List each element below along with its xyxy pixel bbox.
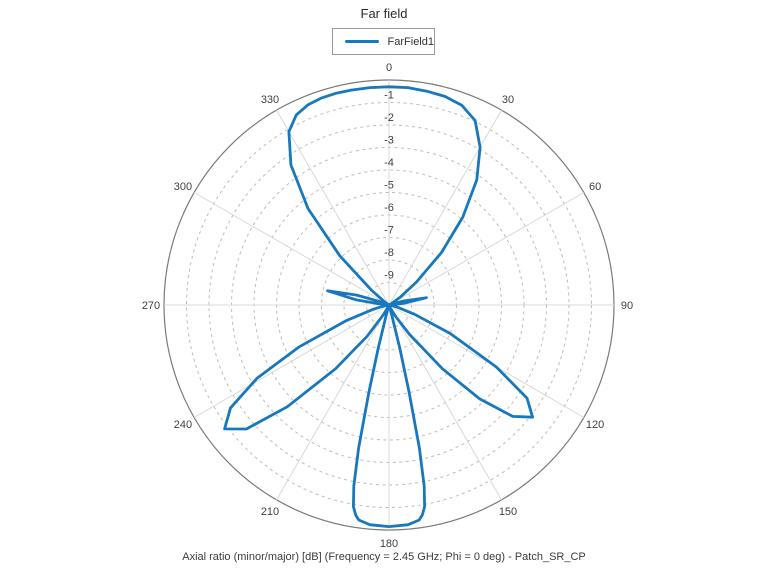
farfield-curve-layer: [223, 85, 534, 528]
angle-tick-label: 120: [586, 419, 604, 431]
grid-spoke: [193, 304, 390, 418]
radial-tick-labels: -1 -2 -3 -4 -5 -6 -7 -8 -9: [384, 90, 394, 282]
grid-spoke: [388, 109, 502, 306]
grid-spoke: [193, 192, 390, 306]
grid-spoke: [388, 304, 502, 501]
angle-tick-label: 0: [386, 62, 392, 74]
chart-title: Far field: [360, 6, 408, 21]
radial-tick-label: -2: [384, 112, 394, 124]
angle-tick-label: 270: [142, 300, 160, 312]
farfield-curve: [223, 85, 534, 528]
radial-tick-label: -9: [384, 270, 394, 282]
grid-spoke: [276, 304, 390, 501]
angle-grid-spokes: [164, 80, 614, 530]
radial-tick-label: -8: [384, 247, 394, 259]
angle-tick-label: 210: [261, 506, 279, 518]
legend-series-label: FarField1: [387, 35, 434, 48]
angle-tick-labels: 0 30 60 90 120 150 180 210 240 270 300 330: [142, 62, 633, 550]
radial-tick-label: -3: [384, 135, 394, 147]
angle-tick-label: 240: [174, 419, 192, 431]
angle-tick-label: 330: [261, 94, 279, 106]
radial-tick-label: -7: [384, 225, 394, 237]
chart-caption: Axial ratio (minor/major) [dB] (Frequenc…: [182, 551, 586, 563]
grid-spoke: [388, 192, 585, 306]
radial-tick-label: -4: [384, 157, 394, 169]
legend-line-sample: [345, 40, 379, 43]
angle-tick-label: 150: [499, 506, 517, 518]
angle-tick-label: 180: [380, 538, 398, 550]
angle-tick-label: 90: [621, 300, 633, 312]
angle-tick-label: 300: [174, 181, 192, 193]
radial-tick-label: -1: [384, 90, 394, 102]
grid-spoke: [276, 109, 390, 306]
legend-box: FarField1: [332, 28, 435, 55]
radial-tick-label: -6: [384, 202, 394, 214]
radial-tick-label: -5: [384, 180, 394, 192]
angle-tick-label: 30: [502, 94, 514, 106]
angle-tick-label: 60: [589, 181, 601, 193]
